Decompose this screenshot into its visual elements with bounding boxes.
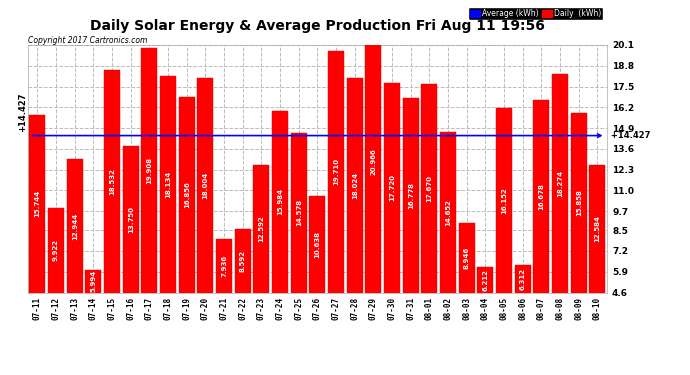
Bar — [477, 267, 493, 366]
Text: 18.274: 18.274 — [557, 170, 563, 197]
Bar — [160, 76, 176, 366]
Text: +14.427: +14.427 — [18, 93, 27, 132]
Bar — [67, 159, 83, 366]
Bar — [104, 70, 120, 366]
Text: 12.944: 12.944 — [72, 212, 78, 240]
Text: 16.152: 16.152 — [501, 187, 507, 214]
Bar — [384, 83, 400, 366]
Text: 17.670: 17.670 — [426, 175, 433, 202]
Bar — [179, 97, 195, 366]
Bar — [235, 229, 250, 366]
Text: Copyright 2017 Cartronics.com: Copyright 2017 Cartronics.com — [28, 36, 147, 45]
Bar — [272, 111, 288, 366]
Text: 8.946: 8.946 — [464, 247, 470, 269]
Bar — [253, 165, 269, 366]
Text: 12.592: 12.592 — [258, 215, 264, 242]
Bar — [440, 132, 456, 366]
Bar — [366, 31, 382, 366]
Text: 8.592: 8.592 — [239, 250, 246, 272]
Bar — [310, 196, 325, 366]
Bar — [30, 114, 46, 366]
Text: 18.004: 18.004 — [202, 172, 208, 199]
Bar — [197, 78, 213, 366]
Bar — [459, 223, 475, 366]
Text: 16.678: 16.678 — [538, 183, 544, 210]
Bar — [552, 74, 568, 366]
Bar — [403, 98, 419, 366]
Text: 7.936: 7.936 — [221, 255, 227, 277]
Text: 10.638: 10.638 — [315, 231, 320, 258]
Text: Daily Solar Energy & Average Production Fri Aug 11 19:56: Daily Solar Energy & Average Production … — [90, 19, 545, 33]
Text: 6.312: 6.312 — [520, 268, 526, 290]
Text: 14.652: 14.652 — [445, 199, 451, 226]
Text: 6.212: 6.212 — [482, 269, 489, 291]
Bar — [123, 146, 139, 366]
Text: 12.584: 12.584 — [594, 215, 600, 242]
Bar — [216, 239, 232, 366]
Text: 20.966: 20.966 — [371, 148, 377, 175]
Text: 5.994: 5.994 — [90, 270, 97, 292]
Text: 9.922: 9.922 — [53, 239, 59, 261]
Bar — [533, 100, 549, 366]
Bar — [141, 48, 157, 366]
Text: 17.720: 17.720 — [389, 174, 395, 201]
Text: 14.578: 14.578 — [296, 199, 302, 226]
Bar — [48, 207, 64, 366]
Bar — [347, 78, 363, 366]
Legend: Average (kWh), Daily  (kWh): Average (kWh), Daily (kWh) — [469, 7, 603, 20]
Bar — [86, 270, 101, 366]
Bar — [571, 113, 586, 366]
Text: 18.532: 18.532 — [109, 168, 115, 195]
Text: 18.024: 18.024 — [352, 172, 357, 199]
Text: 16.856: 16.856 — [184, 181, 190, 208]
Bar — [496, 108, 512, 366]
Text: 15.984: 15.984 — [277, 188, 283, 215]
Text: 15.858: 15.858 — [575, 189, 582, 216]
Text: 18.134: 18.134 — [165, 171, 171, 198]
Bar — [422, 84, 437, 366]
Bar — [290, 133, 306, 366]
Bar — [589, 165, 605, 366]
Text: 15.744: 15.744 — [34, 190, 41, 217]
Text: 16.778: 16.778 — [408, 182, 414, 209]
Text: 13.750: 13.750 — [128, 206, 134, 233]
Text: 19.908: 19.908 — [146, 157, 152, 184]
Bar — [515, 265, 531, 366]
Text: +14.427: +14.427 — [608, 131, 651, 140]
Text: 19.710: 19.710 — [333, 158, 339, 185]
Bar — [328, 51, 344, 366]
